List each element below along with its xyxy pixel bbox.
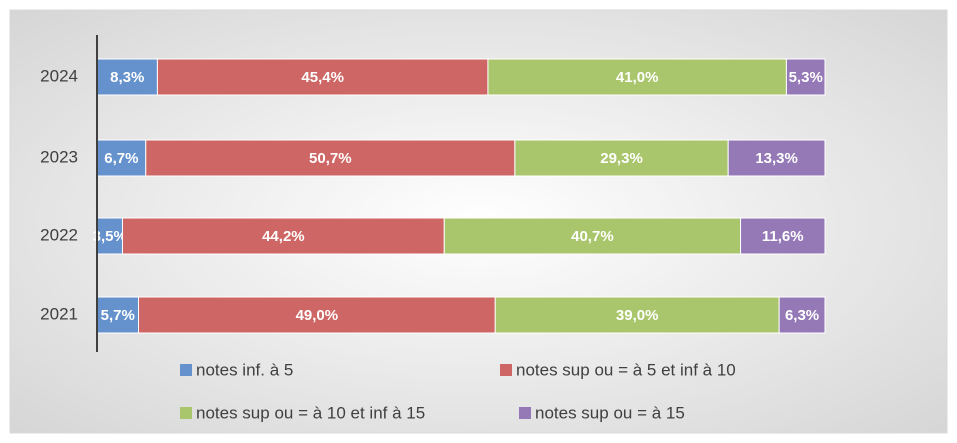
legend-swatch — [180, 364, 192, 376]
data-label: 29,3% — [600, 150, 643, 167]
data-label: 44,2% — [262, 228, 305, 245]
bar-segment — [156, 58, 489, 96]
data-label: 5,3% — [789, 69, 823, 86]
y-tick-label: 2023 — [40, 147, 78, 166]
bar-segment — [494, 296, 780, 334]
data-label: 39,0% — [616, 307, 659, 324]
bar-segment — [727, 139, 826, 177]
bar-segment — [785, 58, 826, 96]
data-label: 13,3% — [755, 150, 798, 167]
legend-swatch — [519, 407, 531, 419]
data-label: 11,6% — [762, 228, 804, 245]
data-label: 6,3% — [785, 307, 819, 324]
bar-segment — [514, 139, 729, 177]
bar-segment — [145, 139, 516, 177]
data-label: 5,7% — [101, 307, 135, 324]
bar-segment — [740, 217, 826, 255]
y-tick-label: 2024 — [40, 66, 78, 85]
bar-segment — [96, 139, 147, 177]
data-label: 49,0% — [296, 307, 339, 324]
data-label: 40,7% — [571, 228, 614, 245]
data-label: 45,4% — [301, 69, 344, 86]
legend-swatch — [180, 407, 192, 419]
data-label: 3,5% — [93, 228, 127, 245]
data-label: 8,3% — [110, 69, 144, 86]
legend-label: notes sup ou = à 15 — [535, 403, 685, 422]
data-label: 6,7% — [104, 150, 138, 167]
y-tick-label: 2021 — [40, 304, 78, 323]
bar-segment — [96, 296, 139, 334]
bar-segment — [443, 217, 742, 255]
bar-segment — [121, 217, 445, 255]
data-label: 41,0% — [616, 69, 659, 86]
data-label: 50,7% — [309, 150, 352, 167]
bar-segment — [778, 296, 826, 334]
legend-label: notes sup ou = à 5 et inf à 10 — [516, 360, 736, 379]
legend-label: notes sup ou = à 10 et inf à 15 — [196, 403, 425, 422]
bar-segment — [137, 296, 496, 334]
legend-label: notes inf. à 5 — [196, 360, 293, 379]
bar-segment — [96, 58, 158, 96]
legend-swatch — [500, 364, 512, 376]
y-tick-label: 2022 — [40, 225, 78, 244]
